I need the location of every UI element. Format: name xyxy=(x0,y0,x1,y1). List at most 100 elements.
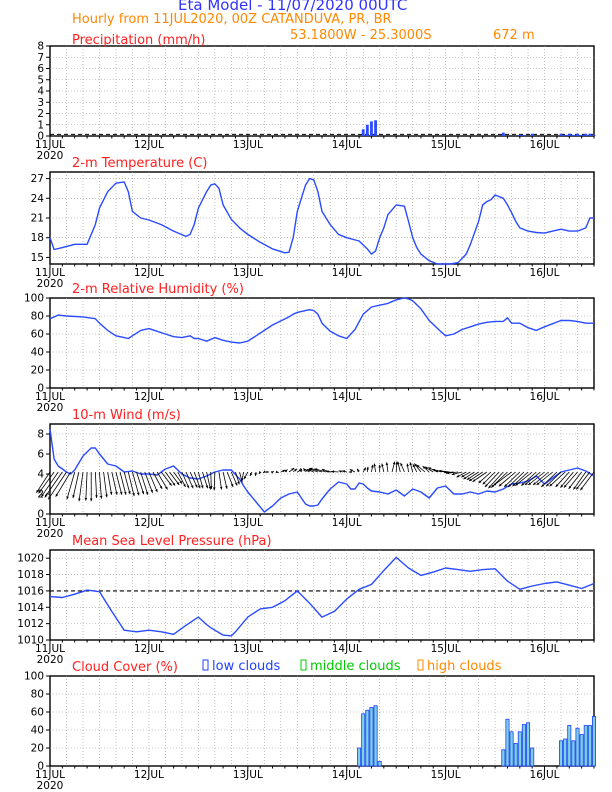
wind-arrowhead xyxy=(179,480,183,484)
precip-bar xyxy=(588,133,592,136)
wind-arrowhead xyxy=(219,486,223,490)
y-tick-label: 80 xyxy=(31,311,44,323)
wind-vector xyxy=(563,471,578,488)
wind-arrowhead xyxy=(424,466,428,470)
cloud-bar-low xyxy=(501,749,506,767)
wind-vector xyxy=(85,471,88,501)
y-tick-label: 40 xyxy=(31,725,44,737)
cloud-bar-low xyxy=(579,734,584,767)
wind-vector xyxy=(169,471,180,486)
wind-arrowhead xyxy=(141,491,145,495)
y-tick-label: 2 xyxy=(37,489,44,501)
y-tick-label: 4 xyxy=(37,469,44,481)
clouds-title: Cloud Cover (%) xyxy=(72,660,178,675)
wind-arrowhead xyxy=(241,478,244,482)
wind-arrowhead xyxy=(560,484,564,488)
cloud-bar-low xyxy=(357,747,362,767)
wind-vector xyxy=(41,471,59,497)
station-elevation: 672 m xyxy=(493,28,535,43)
cloud-bar-low xyxy=(517,731,522,767)
cloud-bar-low xyxy=(559,740,564,767)
x-year-label: 2020 xyxy=(37,150,64,162)
wind-arrowhead xyxy=(409,462,413,466)
x-tick-label: 13JUL xyxy=(233,517,263,529)
cloud-bar-low xyxy=(377,761,382,767)
wind-arrowhead xyxy=(55,493,59,497)
wind-arrowhead xyxy=(266,470,270,474)
wind-vector xyxy=(568,471,582,490)
wind-vector xyxy=(515,471,533,486)
wind-vector xyxy=(468,471,483,482)
wind-arrowhead xyxy=(234,482,238,486)
wind-arrowhead xyxy=(466,477,470,480)
chart-title: Eta Model - 11/07/2020 00UTC xyxy=(178,0,408,14)
x-tick-label: 15JUL xyxy=(431,769,461,781)
cloud-bar-low xyxy=(583,725,588,767)
wind-vector xyxy=(160,471,172,486)
wind-arrowhead xyxy=(482,481,486,485)
precip-bar xyxy=(559,133,563,136)
wind-arrowhead xyxy=(533,482,536,485)
y-tick-label: 1018 xyxy=(17,569,44,581)
x-year-label: 2020 xyxy=(37,780,64,792)
cloud-bar-low xyxy=(526,722,531,767)
wind-arrowhead xyxy=(456,474,460,478)
wind-vector xyxy=(189,471,198,488)
wind-vector xyxy=(536,471,554,486)
cloud-bar-low xyxy=(563,738,568,767)
wind-arrowhead xyxy=(563,484,567,488)
rh-frame xyxy=(49,297,595,389)
wind-arrowhead xyxy=(400,462,403,466)
wind-arrowhead xyxy=(225,485,228,489)
wind-arrowhead xyxy=(392,461,396,465)
x-tick-label: 12JUL xyxy=(134,517,164,529)
wind-arrowhead xyxy=(284,469,288,473)
wind-vector xyxy=(148,471,158,493)
wind-arrowhead xyxy=(275,470,279,474)
precip-bar xyxy=(571,134,575,136)
wind-arrowhead xyxy=(349,469,353,472)
wind-arrowhead xyxy=(414,463,418,467)
wind-arrowhead xyxy=(521,482,525,486)
y-tick-label: 18 xyxy=(31,232,44,244)
wind-arrowhead xyxy=(243,476,247,480)
y-tick-label: 80 xyxy=(31,689,44,701)
x-tick-label: 15JUL xyxy=(431,391,461,403)
wind-arrowhead xyxy=(438,469,442,473)
wind-vector xyxy=(127,471,135,497)
wind-vector xyxy=(78,471,84,502)
wind-vector xyxy=(140,471,149,495)
x-tick-label: 15JUL xyxy=(431,643,461,655)
x-year-label: 2020 xyxy=(37,528,64,540)
wind-vector xyxy=(482,471,496,485)
wind-vector xyxy=(484,471,500,488)
temp-title: 2-m Temperature (C) xyxy=(72,156,207,171)
wind-vector xyxy=(94,471,98,499)
wind-vector xyxy=(66,471,76,500)
x-tick-label: 15JUL xyxy=(431,517,461,529)
wind-arrowhead xyxy=(555,484,559,487)
wind-arrowhead xyxy=(305,469,309,472)
wind-arrowhead xyxy=(428,467,432,470)
wind-arrowhead xyxy=(366,466,369,470)
precip-bar xyxy=(522,134,526,136)
wind-vector xyxy=(38,471,55,494)
wind-vector xyxy=(115,471,123,495)
wind-vector xyxy=(555,471,570,488)
wind-arrowhead xyxy=(309,467,313,471)
wind-vector xyxy=(136,471,145,495)
y-tick-label: 8 xyxy=(37,429,44,441)
legend-swatch xyxy=(417,659,424,671)
wind-arrowhead xyxy=(95,495,98,498)
wind-arrowhead xyxy=(190,485,194,489)
wind-vector xyxy=(36,471,51,494)
wind-arrowhead xyxy=(378,464,382,468)
legend-label: middle clouds xyxy=(310,659,401,674)
legend-label: low clouds xyxy=(212,659,281,674)
precip-bar xyxy=(374,120,377,136)
wind-vector xyxy=(206,471,211,490)
wind-arrowhead xyxy=(99,495,103,499)
wind-vector xyxy=(185,471,194,489)
wind-vector xyxy=(72,471,80,499)
wind-arrowhead xyxy=(150,489,153,493)
